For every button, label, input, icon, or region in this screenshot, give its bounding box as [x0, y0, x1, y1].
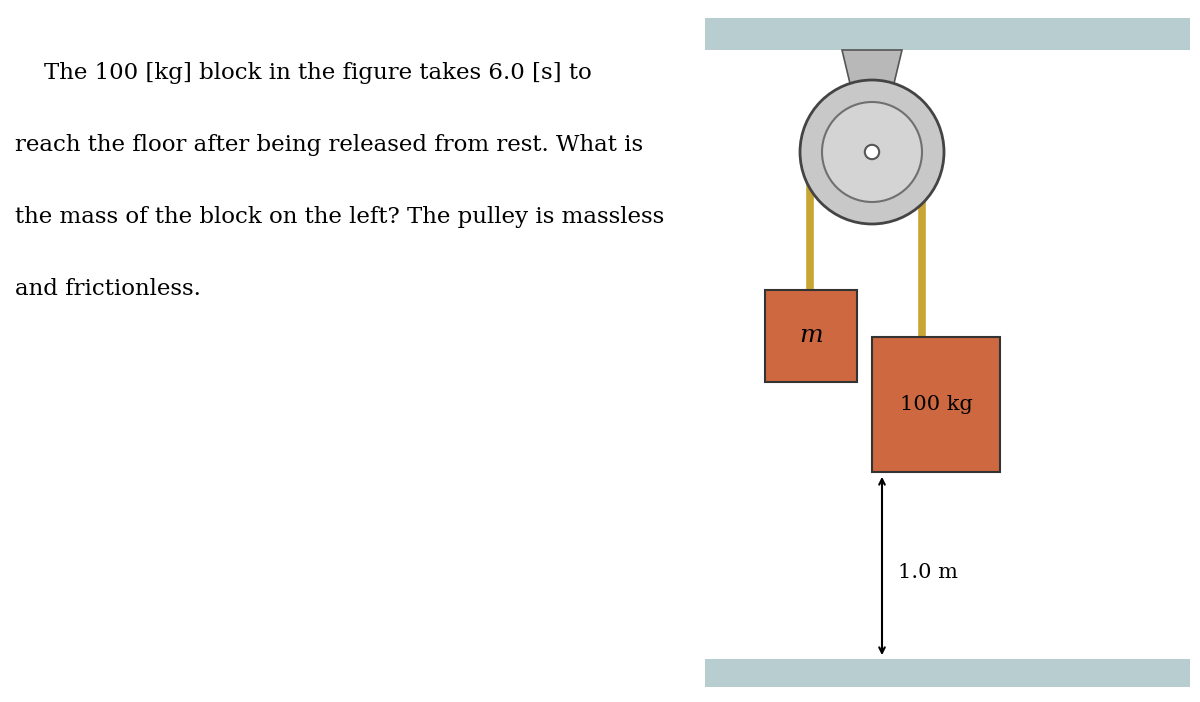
Text: m: m	[799, 324, 823, 347]
Bar	[872, 337, 1000, 472]
Text: 1.0 m: 1.0 m	[898, 562, 958, 581]
Bar	[706, 659, 1190, 687]
Circle shape	[865, 145, 880, 159]
Circle shape	[822, 102, 922, 202]
Text: The 100 [kg] block in the figure takes 6.0 [s] to: The 100 [kg] block in the figure takes 6…	[14, 62, 592, 84]
Bar	[706, 18, 1190, 50]
Text: reach the floor after being released from rest. What is: reach the floor after being released fro…	[14, 134, 643, 156]
Bar	[766, 290, 857, 382]
Text: the mass of the block on the left? The pulley is massless: the mass of the block on the left? The p…	[14, 206, 665, 228]
Text: 100 kg: 100 kg	[900, 395, 972, 414]
Polygon shape	[842, 50, 902, 100]
Text: and frictionless.: and frictionless.	[14, 278, 200, 300]
Circle shape	[800, 80, 944, 224]
